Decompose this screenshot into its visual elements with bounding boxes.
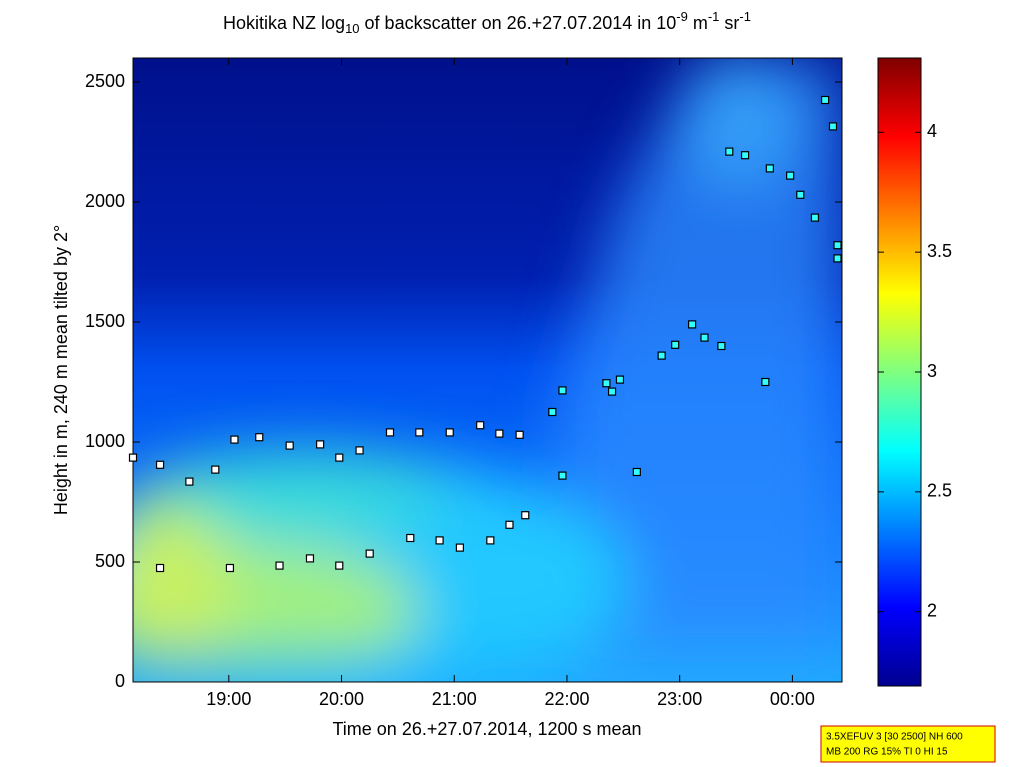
- marker: [255, 433, 264, 442]
- title-part: -1: [708, 9, 720, 24]
- marker: [796, 190, 805, 199]
- x-tick-label: 22:00: [544, 689, 589, 709]
- marker: [765, 164, 774, 173]
- marker: [335, 453, 344, 462]
- title-part: sr: [719, 13, 739, 33]
- x-tick-label: 20:00: [319, 689, 364, 709]
- backscatter-field: [133, 58, 842, 682]
- marker: [558, 386, 567, 395]
- marker: [505, 520, 514, 529]
- marker: [155, 460, 165, 469]
- marker: [275, 561, 284, 570]
- marker: [495, 429, 504, 438]
- marker: [671, 340, 680, 349]
- marker: [657, 351, 666, 360]
- title-part: of backscatter on 26.+27.07.2014 in 10: [360, 13, 677, 33]
- marker: [717, 341, 726, 351]
- marker: [225, 563, 235, 573]
- marker: [833, 254, 842, 263]
- colorbar-tick-label: 3: [927, 361, 937, 381]
- title-part: m: [688, 13, 708, 33]
- marker: [486, 536, 495, 545]
- info-line: 3.5XEFUV 3 [30 2500] NH 600: [826, 732, 963, 743]
- y-tick-label: 0: [115, 671, 125, 691]
- marker: [833, 241, 842, 250]
- title-part: Hokitika NZ log: [223, 13, 345, 33]
- marker: [455, 543, 464, 552]
- y-tick-label: 1000: [85, 431, 125, 451]
- y-tick-label: 500: [95, 551, 125, 571]
- marker: [828, 122, 838, 131]
- info-box: [820, 725, 996, 763]
- marker: [445, 428, 454, 437]
- marker: [128, 453, 138, 462]
- marker: [761, 377, 770, 387]
- marker: [211, 465, 220, 474]
- colorbar-tick-label: 4: [927, 121, 937, 141]
- marker: [607, 387, 617, 396]
- marker: [155, 563, 165, 573]
- x-tick-label: 19:00: [206, 689, 251, 709]
- info-line: MB 200 RG 15% TI 0 HI 15: [826, 747, 948, 758]
- marker: [305, 554, 315, 563]
- marker: [740, 151, 750, 160]
- marker: [365, 549, 374, 558]
- plot-frame: [132, 57, 843, 683]
- x-tick-label: 23:00: [657, 689, 702, 709]
- y-axis-label: Height in m, 240 m mean tilted by 2°: [51, 225, 71, 515]
- colorbar: [877, 57, 922, 687]
- marker: [316, 440, 325, 449]
- marker: [185, 477, 194, 486]
- title-part: 10: [345, 21, 359, 36]
- y-tick-label: 1500: [85, 311, 125, 331]
- marker: [632, 467, 641, 477]
- colorbar-tick-label: 2: [927, 600, 937, 620]
- marker: [385, 428, 395, 437]
- y-tick-label: 2500: [85, 71, 125, 91]
- marker: [406, 533, 415, 543]
- marker: [558, 471, 567, 480]
- marker: [820, 95, 830, 105]
- marker: [548, 407, 557, 417]
- marker: [285, 441, 294, 450]
- marker: [415, 428, 424, 437]
- title-part: -9: [676, 9, 688, 24]
- marker: [725, 147, 734, 156]
- marker: [602, 379, 611, 388]
- marker: [435, 536, 444, 545]
- marker: [335, 561, 344, 570]
- marker: [521, 511, 530, 520]
- x-tick-label: 00:00: [770, 689, 815, 709]
- marker: [810, 213, 820, 222]
- marker: [515, 430, 524, 439]
- marker: [230, 435, 239, 444]
- marker: [786, 171, 795, 180]
- marker: [355, 446, 364, 455]
- x-axis-label: Time on 26.+27.07.2014, 1200 s mean: [332, 719, 641, 739]
- marker: [476, 421, 485, 430]
- marker: [700, 333, 709, 342]
- y-tick-label: 2000: [85, 191, 125, 211]
- chart-title: Hokitika NZ log10 of backscatter on 26.+…: [223, 9, 751, 36]
- marker: [615, 375, 625, 384]
- title-part: -1: [739, 9, 751, 24]
- x-tick-label: 21:00: [432, 689, 477, 709]
- colorbar-tick-label: 3.5: [927, 241, 952, 261]
- colorbar-tick-label: 2.5: [927, 481, 952, 501]
- marker: [687, 320, 697, 329]
